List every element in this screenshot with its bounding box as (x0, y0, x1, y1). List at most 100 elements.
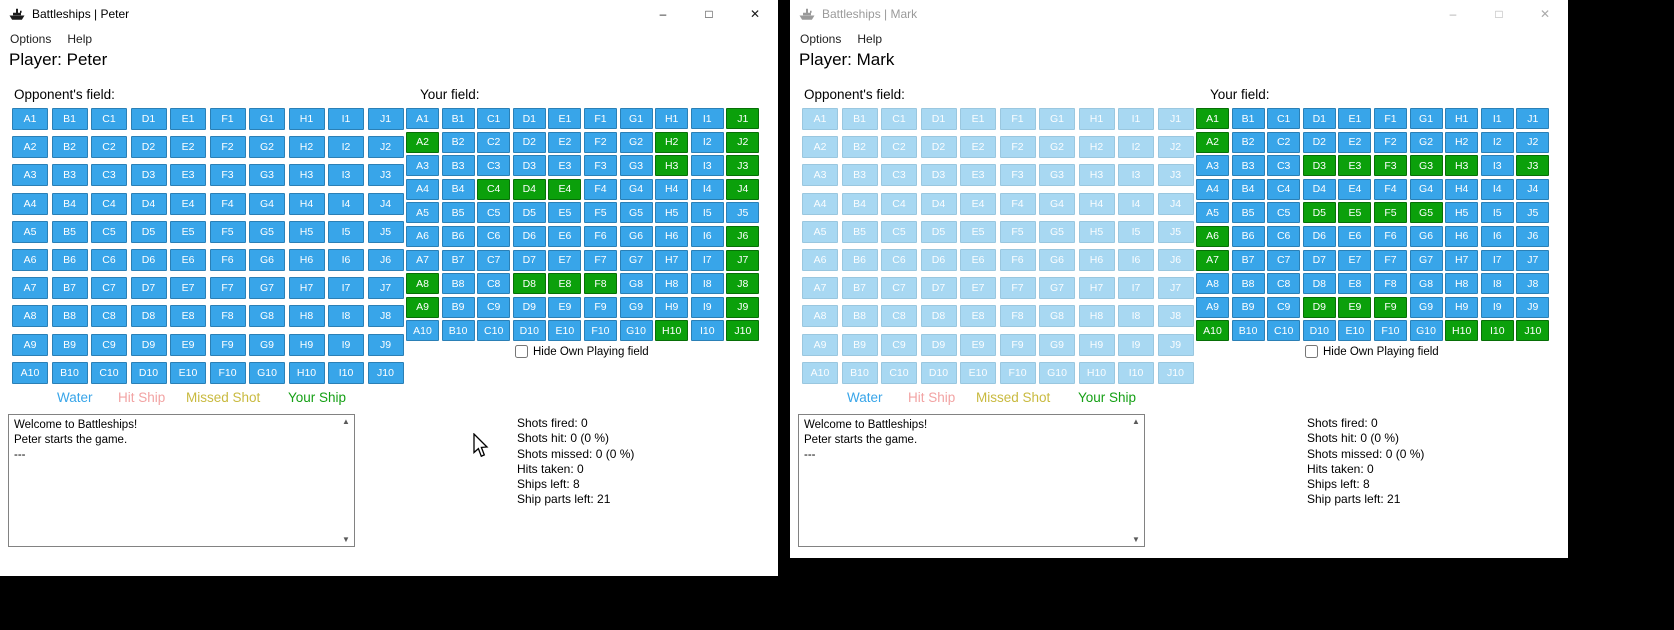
opponent-cell-G10[interactable]: G10 (249, 361, 285, 384)
opponent-cell-G1[interactable]: G1 (249, 108, 285, 130)
opponent-cell-H10[interactable]: H10 (288, 361, 325, 384)
own-cell-C6[interactable]: C6 (1267, 225, 1301, 247)
opponent-cell-C9[interactable]: C9 (91, 333, 127, 356)
own-cell-H6[interactable]: H6 (655, 225, 689, 247)
own-cell-D7[interactable]: D7 (512, 249, 546, 271)
opponent-cell-B3[interactable]: B3 (51, 164, 88, 187)
own-cell-E9[interactable]: E9 (1338, 296, 1372, 318)
opponent-cell-B6[interactable]: B6 (51, 248, 88, 271)
opponent-cell-A9[interactable]: A9 (12, 333, 48, 356)
own-cell-C9[interactable]: C9 (477, 296, 511, 318)
own-cell-F2[interactable]: F2 (1373, 131, 1407, 153)
opponent-cell-G3[interactable]: G3 (249, 164, 285, 187)
opponent-cell-D10[interactable]: D10 (130, 361, 167, 384)
own-cell-E2[interactable]: E2 (1338, 131, 1372, 153)
own-cell-G7[interactable]: G7 (619, 249, 653, 271)
own-cell-G3[interactable]: G3 (619, 155, 653, 177)
own-cell-C3[interactable]: C3 (477, 155, 511, 177)
own-cell-J1[interactable]: J1 (726, 108, 760, 129)
own-cell-B4[interactable]: B4 (1231, 178, 1265, 200)
own-cell-D8[interactable]: D8 (1302, 273, 1336, 295)
own-cell-D9[interactable]: D9 (512, 296, 546, 318)
own-cell-A6[interactable]: A6 (406, 225, 439, 247)
own-cell-B8[interactable]: B8 (1231, 273, 1265, 295)
own-cell-J10[interactable]: J10 (726, 320, 760, 342)
own-cell-E8[interactable]: E8 (1338, 273, 1372, 295)
own-cell-F4[interactable]: F4 (1373, 178, 1407, 200)
own-cell-J4[interactable]: J4 (1516, 178, 1550, 200)
own-cell-A8[interactable]: A8 (406, 273, 439, 295)
own-cell-H4[interactable]: H4 (1445, 178, 1479, 200)
own-cell-D3[interactable]: D3 (1302, 155, 1336, 177)
opponent-cell-H1[interactable]: H1 (288, 108, 325, 130)
own-cell-F2[interactable]: F2 (583, 131, 617, 153)
opponent-cell-G4[interactable]: G4 (249, 192, 285, 215)
opponent-cell-J10[interactable]: J10 (367, 361, 404, 384)
own-cell-B7[interactable]: B7 (1231, 249, 1265, 271)
own-cell-I8[interactable]: I8 (690, 273, 724, 295)
opponent-cell-C6[interactable]: C6 (91, 248, 127, 271)
own-cell-I10[interactable]: I10 (690, 320, 724, 342)
hide-own-field-control[interactable]: Hide Own Playing field (515, 345, 649, 358)
own-cell-H10[interactable]: H10 (655, 320, 689, 342)
own-cell-D8[interactable]: D8 (512, 273, 546, 295)
own-cell-D3[interactable]: D3 (512, 155, 546, 177)
opponent-cell-B5[interactable]: B5 (51, 220, 88, 243)
own-cell-A2[interactable]: A2 (1196, 131, 1229, 153)
own-cell-E10[interactable]: E10 (548, 320, 582, 342)
own-cell-I7[interactable]: I7 (1480, 249, 1514, 271)
own-cell-F9[interactable]: F9 (583, 296, 617, 318)
maximize-button[interactable]: □ (1476, 0, 1522, 28)
own-cell-F1[interactable]: F1 (583, 108, 617, 129)
own-cell-I4[interactable]: I4 (1480, 178, 1514, 200)
own-cell-G9[interactable]: G9 (1409, 296, 1443, 318)
own-cell-H8[interactable]: H8 (1445, 273, 1479, 295)
opponent-cell-J8[interactable]: J8 (367, 305, 404, 328)
own-cell-D1[interactable]: D1 (512, 108, 546, 129)
opponent-cell-C1[interactable]: C1 (91, 108, 127, 130)
own-cell-I5[interactable]: I5 (1480, 202, 1514, 224)
own-cell-D4[interactable]: D4 (1302, 178, 1336, 200)
own-cell-G5[interactable]: G5 (1409, 202, 1443, 224)
own-cell-J1[interactable]: J1 (1516, 108, 1550, 129)
own-cell-G8[interactable]: G8 (1409, 273, 1443, 295)
own-cell-C8[interactable]: C8 (477, 273, 511, 295)
own-cell-F6[interactable]: F6 (1373, 225, 1407, 247)
own-cell-F7[interactable]: F7 (1373, 249, 1407, 271)
own-cell-A5[interactable]: A5 (406, 202, 439, 224)
own-cell-F3[interactable]: F3 (1373, 155, 1407, 177)
opponent-cell-G7[interactable]: G7 (249, 277, 285, 300)
own-cell-I1[interactable]: I1 (1480, 108, 1514, 129)
opponent-cell-F2[interactable]: F2 (209, 136, 246, 159)
own-cell-B5[interactable]: B5 (1231, 202, 1265, 224)
own-cell-G9[interactable]: G9 (619, 296, 653, 318)
opponent-cell-I4[interactable]: I4 (328, 192, 364, 215)
own-cell-D7[interactable]: D7 (1302, 249, 1336, 271)
own-cell-C4[interactable]: C4 (1267, 178, 1301, 200)
opponent-cell-J2[interactable]: J2 (367, 136, 404, 159)
own-cell-D2[interactable]: D2 (512, 131, 546, 153)
own-cell-J6[interactable]: J6 (1516, 225, 1550, 247)
opponent-cell-H4[interactable]: H4 (288, 192, 325, 215)
own-cell-E5[interactable]: E5 (1338, 202, 1372, 224)
own-cell-A1[interactable]: A1 (1196, 108, 1229, 129)
own-cell-D1[interactable]: D1 (1302, 108, 1336, 129)
own-cell-E7[interactable]: E7 (1338, 249, 1372, 271)
opponent-cell-C8[interactable]: C8 (91, 305, 127, 328)
opponent-cell-J5[interactable]: J5 (367, 220, 404, 243)
opponent-cell-E3[interactable]: E3 (170, 164, 206, 187)
opponent-cell-I7[interactable]: I7 (328, 277, 364, 300)
scroll-up-arrow[interactable]: ▲ (342, 417, 350, 426)
close-button[interactable]: ✕ (1522, 0, 1568, 28)
menu-help[interactable]: Help (857, 31, 883, 46)
own-cell-B10[interactable]: B10 (1231, 320, 1265, 342)
opponent-cell-E9[interactable]: E9 (170, 333, 206, 356)
own-cell-I3[interactable]: I3 (690, 155, 724, 177)
opponent-cell-I8[interactable]: I8 (328, 305, 364, 328)
own-cell-H5[interactable]: H5 (655, 202, 689, 224)
opponent-cell-E2[interactable]: E2 (170, 136, 206, 159)
own-cell-B1[interactable]: B1 (1231, 108, 1265, 129)
opponent-cell-D9[interactable]: D9 (130, 333, 167, 356)
own-cell-D10[interactable]: D10 (1302, 320, 1336, 342)
own-cell-G8[interactable]: G8 (619, 273, 653, 295)
